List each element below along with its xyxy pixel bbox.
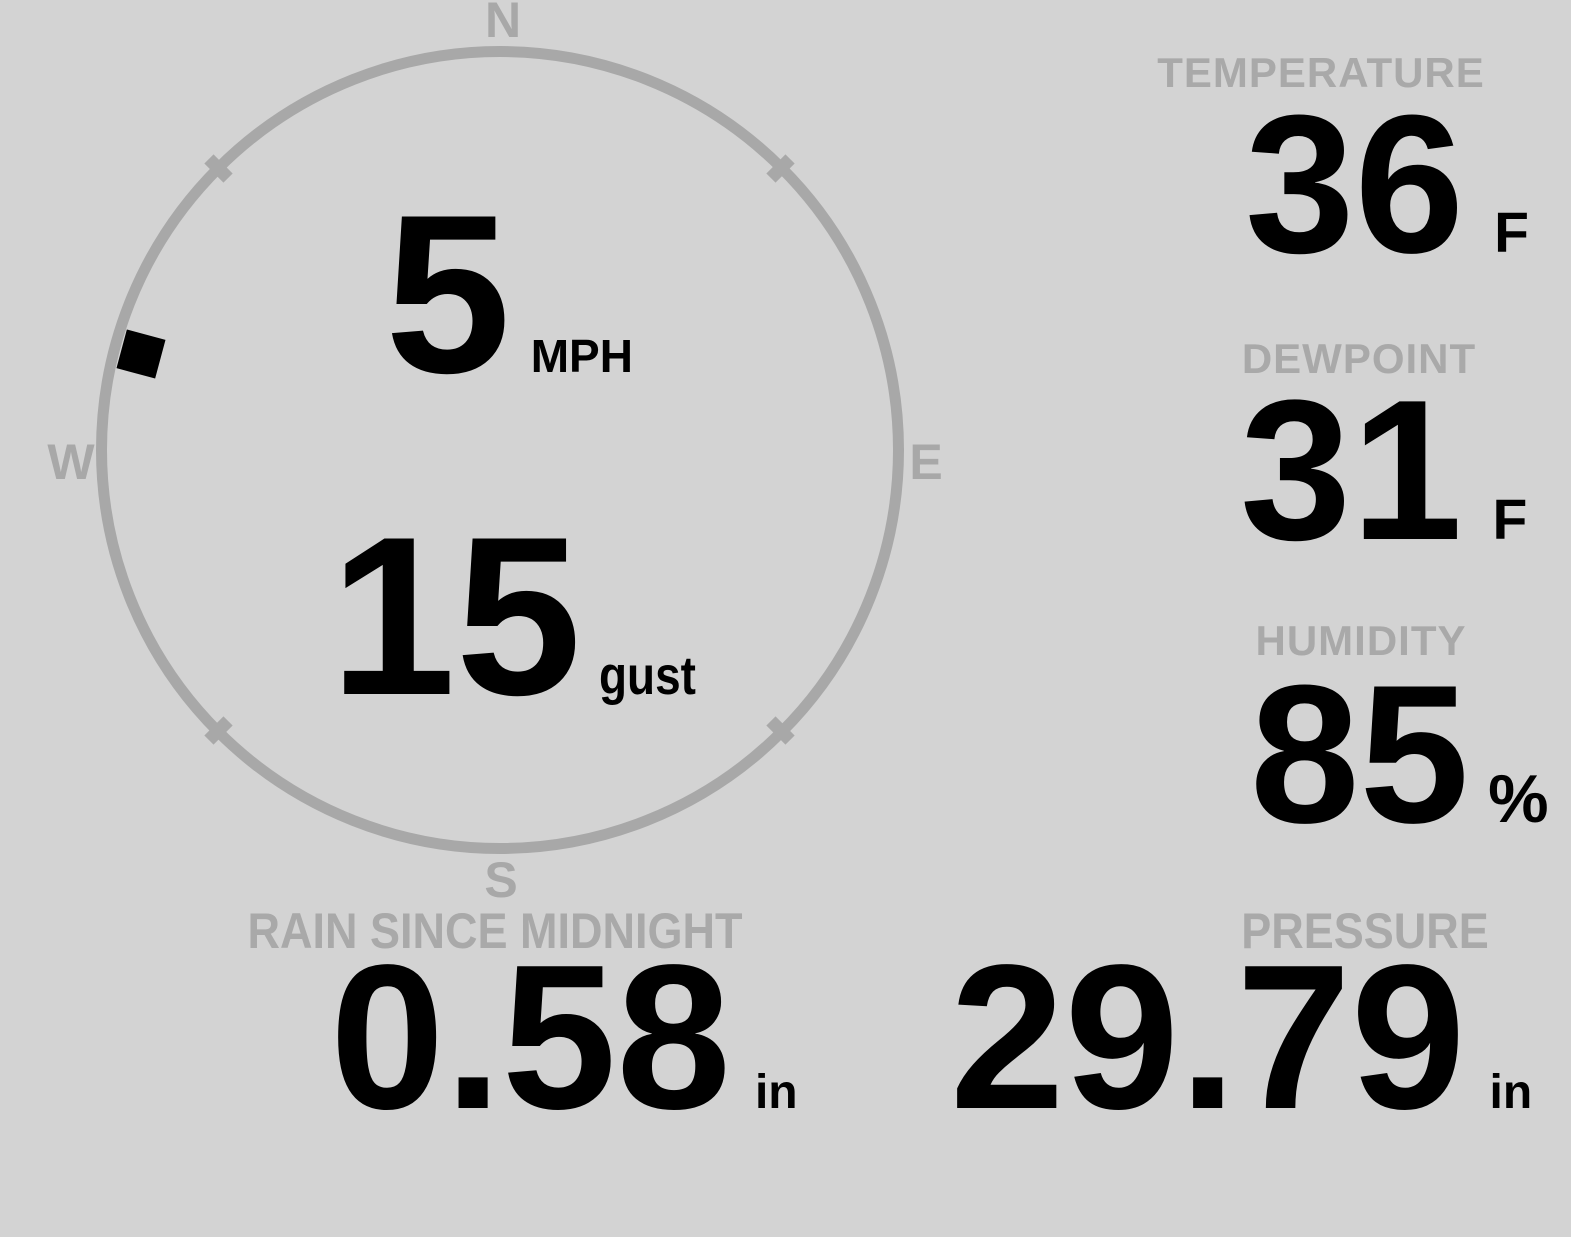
pressure-row: 29.79 in: [950, 934, 1532, 1140]
humidity-label: HUMIDITY: [1255, 617, 1467, 664]
humidity-row: 85 %: [1250, 656, 1549, 853]
pressure-value: 29.79: [950, 922, 1466, 1152]
wind-gust-value: 15: [330, 489, 582, 742]
compass-label-south: S: [484, 852, 518, 908]
dewpoint-value: 31: [1240, 359, 1463, 582]
temperature-label: TEMPERATURE: [1157, 49, 1485, 96]
dewpoint-unit: F: [1492, 488, 1528, 552]
temperature-value: 36: [1245, 74, 1465, 294]
humidity-unit: %: [1488, 761, 1549, 837]
dewpoint-row: 31 F: [1240, 371, 1527, 571]
humidity-value: 85: [1250, 644, 1470, 864]
wind-speed-unit: MPH: [530, 330, 633, 382]
pressure-unit: in: [1489, 1066, 1533, 1119]
compass-ring: [96, 46, 904, 854]
rain-value: 0.58: [330, 922, 731, 1152]
wind-gust-unit: gust: [599, 646, 697, 706]
rain-label: RAIN SINCE MIDNIGHT: [247, 903, 743, 959]
temperature-unit: F: [1494, 201, 1529, 265]
rain-unit: in: [754, 1066, 798, 1119]
wind-gust-row: 15 gust: [330, 503, 713, 729]
rain-row: 0.58 in: [330, 934, 798, 1140]
compass-label-east: E: [909, 434, 943, 490]
wind-speed-row: 5 MPH: [385, 181, 633, 407]
pressure-label: PRESSURE: [1241, 903, 1489, 959]
wind-speed-value: 5: [385, 167, 511, 420]
temperature-row: 36 F: [1245, 86, 1529, 283]
dewpoint-label: DEWPOINT: [1241, 335, 1477, 382]
compass-label-west: W: [47, 434, 95, 490]
compass-label-north: N: [484, 0, 522, 48]
